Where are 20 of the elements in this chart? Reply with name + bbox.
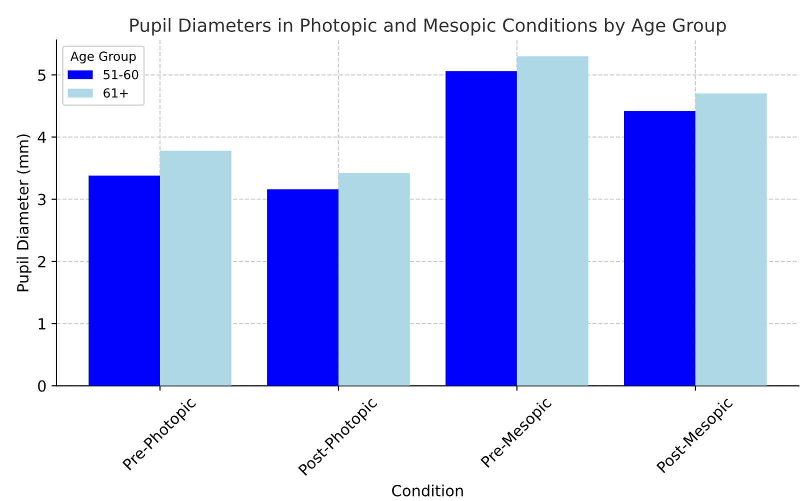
bar bbox=[695, 94, 767, 386]
y-tick-label: 0 bbox=[38, 380, 46, 392]
y-tick-label: 1 bbox=[38, 318, 46, 330]
bar bbox=[446, 71, 517, 386]
bar bbox=[88, 176, 160, 386]
y-axis-title: Pupil Diameter (mm) bbox=[16, 134, 32, 292]
bar bbox=[338, 173, 410, 386]
x-axis-title: Condition bbox=[392, 484, 463, 496]
y-tick-label: 5 bbox=[38, 70, 46, 81]
y-tick-label: 2 bbox=[38, 256, 46, 268]
bar bbox=[624, 110, 696, 386]
bar bbox=[267, 189, 338, 386]
bar bbox=[516, 56, 588, 386]
chart-title: Pupil Diameters in Photopic and Mesopic Conditions by Age Group bbox=[130, 18, 726, 36]
y-tick-label: 3 bbox=[38, 194, 46, 206]
legend-label: 51-60 bbox=[104, 70, 138, 80]
legend-label: 61+ bbox=[104, 88, 128, 98]
y-tick-label: 4 bbox=[38, 132, 46, 143]
legend-title: Age Group bbox=[70, 52, 136, 64]
bar bbox=[160, 150, 232, 386]
